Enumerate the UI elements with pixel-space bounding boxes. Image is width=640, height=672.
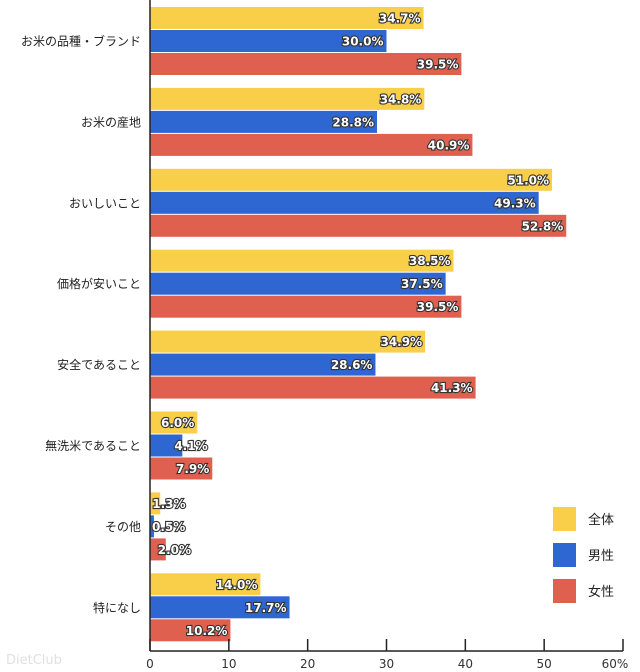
data-label: 41.3% [431,381,473,395]
data-label: 38.5% [409,254,451,268]
bar-1 [150,110,378,133]
category-label: お米の品種・ブランド [21,34,141,49]
x-tick-label: 10 [221,657,236,671]
data-label: 1.3% [152,497,185,511]
bar-0 [150,330,426,353]
category-label: お米の産地 [81,114,141,129]
data-label: 10.2% [186,624,228,638]
bar-2 [150,214,567,237]
category-label: おいしいこと [69,196,141,210]
data-label: 39.5% [417,58,459,72]
x-tick-label: 30 [379,657,394,671]
data-label: 14.0% [216,578,258,592]
legend-swatch [553,579,576,603]
bar-2 [150,619,231,642]
bar-1 [150,272,446,295]
data-label: 0.5% [152,520,185,534]
legend-swatch [553,507,576,531]
bar-1 [150,30,387,52]
data-label: 4.1% [174,439,207,453]
bar-2 [150,53,462,75]
bar-2 [150,457,213,480]
legend-swatch [553,543,576,567]
category-label: 価格が安いこと [57,276,141,291]
bar-1 [150,191,539,214]
watermark-logo: DietClub [6,653,62,668]
x-tick-label: 0 [146,657,154,671]
category-label: 特になし [93,600,141,615]
data-label: 39.5% [417,300,459,314]
data-label: 6.0% [161,416,194,430]
x-tick-label: 60% [602,657,629,671]
bar-1 [150,596,290,619]
legend-label: 男性 [588,549,614,564]
bar-0 [150,249,454,272]
data-label: 49.3% [494,196,536,210]
bar-1 [150,434,183,457]
bar-2 [150,376,476,399]
data-label: 17.7% [245,601,287,615]
data-label: 34.8% [380,92,422,106]
category-label: その他 [105,520,141,534]
bar-0 [150,168,553,191]
bar-0 [150,492,161,515]
data-label: 2.0% [158,543,191,557]
bar-0 [150,7,424,29]
bar-0 [150,87,425,110]
data-label: 51.0% [507,173,549,187]
data-label: 37.5% [401,277,443,291]
bar-2 [150,538,166,561]
bar-1 [150,515,154,538]
data-label: 28.8% [332,115,374,129]
bar-2 [150,133,473,156]
x-tick-label: 40 [458,657,473,671]
category-label: 安全であること [57,357,141,372]
bar-1 [150,353,376,376]
bar-2 [150,295,462,318]
data-label: 34.7% [379,12,421,26]
x-tick-label: 20 [300,657,315,671]
data-label: 28.6% [331,358,373,372]
legend-label: 全体 [588,512,614,528]
bar-0 [150,411,198,434]
data-label: 34.9% [380,335,422,349]
data-label: 52.8% [522,219,564,233]
x-tick-label: 50 [537,657,552,671]
data-label: 7.9% [176,462,209,476]
legend-label: 女性 [588,584,614,600]
bar-0 [150,573,261,596]
category-label: 無洗米であること [45,438,141,453]
data-label: 40.9% [428,138,470,152]
data-label: 30.0% [342,35,384,49]
